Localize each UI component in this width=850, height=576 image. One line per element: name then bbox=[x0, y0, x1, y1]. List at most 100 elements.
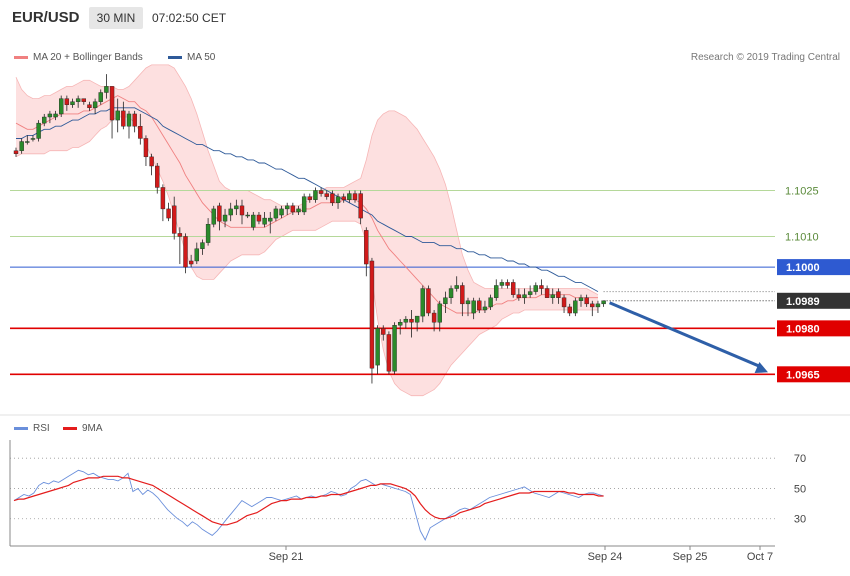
candle-body bbox=[386, 334, 392, 372]
legend-9ma-swatch bbox=[63, 426, 77, 430]
candle-body bbox=[177, 233, 183, 237]
candle-body bbox=[448, 288, 454, 298]
candle-body bbox=[511, 282, 516, 295]
last-price-label: 1.0989 bbox=[786, 296, 820, 308]
candle-body bbox=[375, 328, 380, 366]
candle-body bbox=[443, 297, 448, 305]
candle-body bbox=[544, 288, 550, 298]
candle-body bbox=[426, 288, 431, 314]
candle-body bbox=[132, 113, 137, 127]
candle-body bbox=[279, 208, 284, 216]
candle-body bbox=[228, 208, 233, 216]
candle-body bbox=[47, 113, 53, 118]
candle-body bbox=[30, 138, 36, 140]
candle-body bbox=[25, 141, 30, 143]
level-label-1: 1.1010 bbox=[785, 231, 819, 243]
candle-body bbox=[550, 294, 555, 298]
candle-body bbox=[465, 300, 471, 305]
candle-body bbox=[499, 282, 505, 286]
candle-body bbox=[138, 125, 143, 139]
candle-body bbox=[234, 205, 239, 210]
rsi-tick-label-1: 50 bbox=[794, 483, 806, 495]
candle-body bbox=[200, 242, 205, 249]
candle-body bbox=[437, 303, 442, 323]
candle-body bbox=[392, 325, 397, 372]
candle-body bbox=[567, 306, 572, 314]
legend-rsi-swatch bbox=[14, 426, 28, 430]
candle-body bbox=[42, 116, 47, 124]
candle-body bbox=[561, 297, 567, 308]
rsi-9ma-line bbox=[13, 475, 604, 526]
candle-body bbox=[245, 214, 250, 217]
candle-body bbox=[290, 205, 296, 213]
credit-text: Research © 2019 Trading Central bbox=[690, 52, 840, 63]
candle-body bbox=[217, 205, 222, 222]
candle-body bbox=[256, 214, 262, 222]
candle-body bbox=[347, 193, 352, 200]
candle-body bbox=[171, 205, 177, 234]
x-tick-label-0: Sep 21 bbox=[269, 551, 304, 563]
candle-body bbox=[160, 187, 166, 210]
candle-body bbox=[414, 315, 420, 323]
candle-body bbox=[109, 86, 115, 121]
candle-body bbox=[584, 297, 589, 305]
candle-body bbox=[268, 217, 273, 222]
legend-rsi-label: RSI bbox=[33, 423, 50, 434]
x-tick-label-1: Sep 24 bbox=[588, 551, 623, 563]
candle-body bbox=[183, 236, 188, 268]
candle-body bbox=[115, 110, 120, 121]
candle-body bbox=[59, 98, 64, 115]
bollinger-lower-line bbox=[15, 116, 598, 397]
candle-body bbox=[494, 285, 499, 298]
candle-body bbox=[403, 318, 409, 323]
candle-body bbox=[36, 122, 41, 139]
candle-body bbox=[352, 193, 358, 200]
candle-body bbox=[81, 98, 87, 102]
candles bbox=[13, 74, 606, 384]
candle-body bbox=[13, 150, 19, 154]
candle-body bbox=[285, 205, 290, 210]
legend-ma50: MA 50 bbox=[168, 52, 215, 63]
candle-body bbox=[527, 291, 533, 295]
candle-body bbox=[75, 98, 81, 102]
candle-body bbox=[482, 306, 488, 311]
candle-body bbox=[87, 104, 92, 109]
candle-body bbox=[369, 260, 375, 369]
candle-body bbox=[64, 98, 70, 105]
legend-ma20-swatch bbox=[14, 55, 28, 59]
x-tick-label-2: Sep 25 bbox=[673, 551, 708, 563]
candle-body bbox=[578, 297, 584, 301]
symbol-label: EUR/USD bbox=[12, 9, 80, 26]
candle-body bbox=[149, 156, 154, 167]
candle-body bbox=[98, 92, 103, 102]
candle-body bbox=[324, 193, 329, 197]
rsi-tick-label-0: 30 bbox=[794, 514, 806, 526]
candle-body bbox=[505, 282, 510, 286]
legend-ma20-label: MA 20 + Bollinger Bands bbox=[33, 52, 143, 63]
last-price-tag bbox=[777, 292, 850, 309]
legend-ma20-bb: MA 20 + Bollinger Bands bbox=[14, 52, 143, 63]
candle-body bbox=[121, 110, 126, 127]
candle-body bbox=[194, 248, 200, 262]
candle-body bbox=[516, 294, 522, 298]
level-label-4: 1.0965 bbox=[786, 369, 820, 381]
level-label-3: 1.0980 bbox=[786, 323, 820, 335]
level-label-2: 1.1000 bbox=[786, 262, 820, 274]
candle-body bbox=[143, 138, 149, 158]
candle-body bbox=[313, 190, 318, 200]
candle-body bbox=[301, 196, 307, 213]
candle-body bbox=[70, 101, 75, 105]
candle-body bbox=[381, 328, 386, 335]
rsi-panel: 30 50 70 bbox=[10, 453, 806, 541]
candle-body bbox=[460, 285, 465, 305]
timestamp: 07:02:50 CET bbox=[152, 11, 227, 25]
chart-header: EUR/USD 30 MIN 07:02:50 CET bbox=[0, 0, 850, 38]
candle-body bbox=[273, 208, 279, 219]
candle-body bbox=[239, 205, 245, 216]
candle-body bbox=[53, 113, 58, 118]
candle-body bbox=[335, 196, 341, 203]
level-tag-2 bbox=[777, 259, 850, 276]
candle-body bbox=[296, 208, 301, 213]
legend-ma50-swatch bbox=[168, 55, 182, 59]
timeframe-button[interactable]: 30 MIN bbox=[89, 7, 143, 29]
